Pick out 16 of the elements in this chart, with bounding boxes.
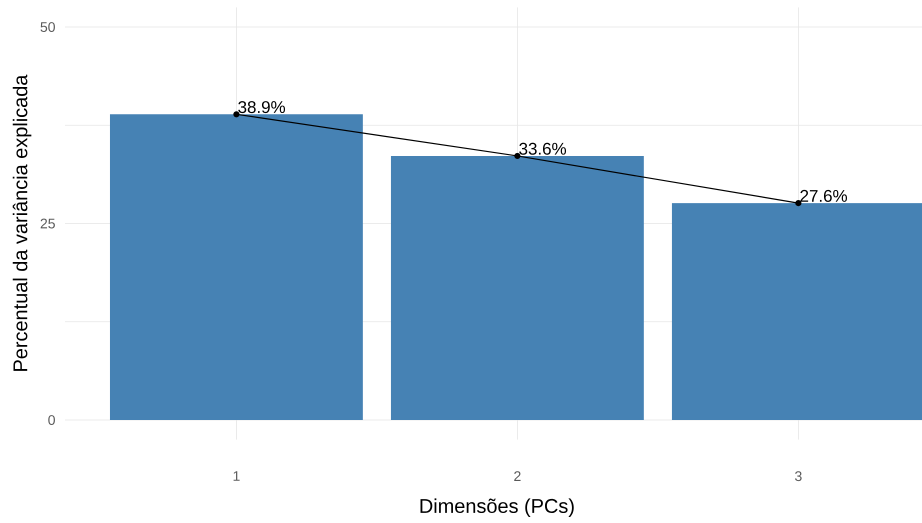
data-label: 33.6% xyxy=(519,142,566,155)
point xyxy=(514,152,520,160)
x-tick-label: 1 xyxy=(234,471,240,481)
y-tick-label: 50 xyxy=(40,22,55,32)
data-label: 27.6% xyxy=(800,190,847,202)
bar xyxy=(110,114,363,420)
y-axis-title: Percentual da variância explicada xyxy=(12,74,32,371)
bar xyxy=(390,156,644,420)
x-axis-title: Dimensões (PCs) xyxy=(420,498,574,517)
y-tick-label: 0 xyxy=(48,415,55,425)
point xyxy=(233,111,240,118)
x-tick-label: 2 xyxy=(514,471,521,481)
y-tick-label: 25 xyxy=(40,218,55,228)
point xyxy=(795,200,802,206)
data-label: 38.9% xyxy=(238,101,286,114)
x-tick-label: 3 xyxy=(795,471,802,482)
